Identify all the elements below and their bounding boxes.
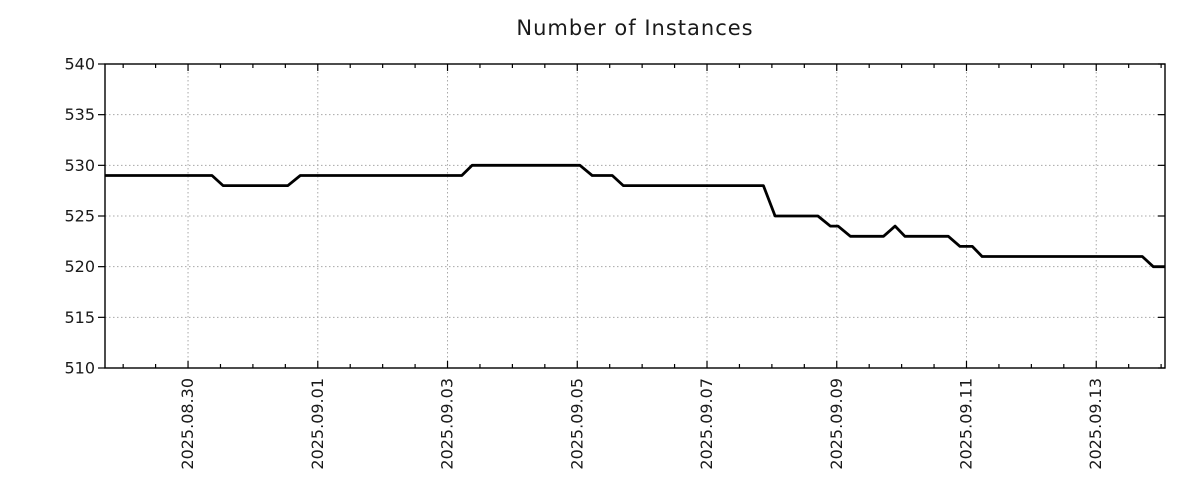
chart-title: Number of Instances [516,16,754,40]
x-tick-label: 2025.09.09 [827,378,846,470]
x-tick-label: 2025.09.11 [956,378,975,470]
x-tick-label: 2025.09.07 [697,378,716,470]
y-tick-label: 530 [64,156,95,175]
x-tick-label: 2025.08.30 [178,378,197,470]
y-tick-label: 540 [64,55,95,74]
x-tick-label: 2025.09.03 [438,378,457,470]
x-tick-label: 2025.09.13 [1086,378,1105,470]
x-tick-label: 2025.09.05 [567,378,586,470]
data-line-instances [105,163,1165,269]
y-tick-label: 510 [64,359,95,378]
y-tick-label: 525 [64,207,95,226]
plot-frame [104,63,1166,369]
x-tick-label: 2025.09.01 [308,378,327,470]
y-tick-label: 520 [64,257,95,276]
y-tick-label: 515 [64,308,95,327]
y-tick-label: 535 [64,105,95,124]
